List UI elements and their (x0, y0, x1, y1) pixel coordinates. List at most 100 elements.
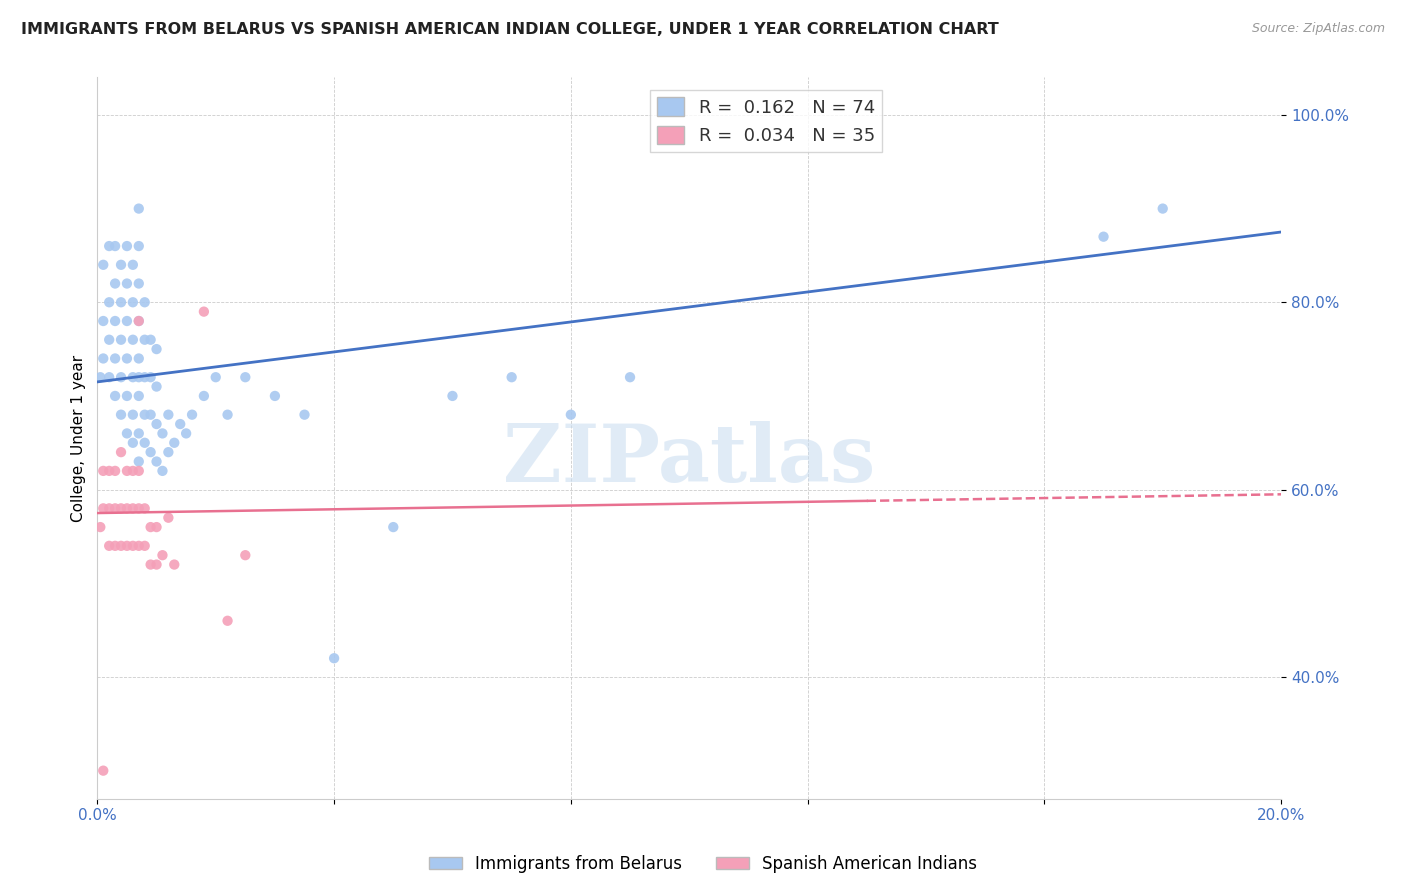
Point (128, 389, 150, 403)
Point (163, 435, 186, 450)
Point (134, 435, 156, 450)
Point (264, 389, 287, 403)
Point (128, 277, 150, 291)
Point (104, 277, 127, 291)
Point (233, 370, 256, 384)
Point (217, 614, 239, 628)
Point (110, 370, 132, 384)
Point (145, 379, 167, 393)
Point (91, 258, 114, 272)
Point (134, 295, 156, 310)
Point (560, 408, 582, 422)
Point (98, 295, 121, 310)
Point (134, 333, 156, 347)
Point (98, 370, 121, 384)
Text: Source: ZipAtlas.com: Source: ZipAtlas.com (1251, 22, 1385, 36)
Point (152, 464, 174, 478)
Point (104, 239, 127, 253)
Point (128, 464, 150, 478)
Point (98, 239, 121, 253)
Point (121, 539, 143, 553)
Point (145, 558, 167, 572)
Point (115, 351, 138, 366)
Point (193, 304, 215, 318)
Point (128, 239, 150, 253)
Point (323, 651, 346, 665)
Point (204, 370, 226, 384)
Point (139, 333, 162, 347)
Point (139, 408, 162, 422)
Point (134, 370, 156, 384)
Point (91, 351, 114, 366)
Point (110, 501, 132, 516)
Point (128, 314, 150, 328)
Point (145, 520, 167, 534)
Point (115, 277, 138, 291)
Point (128, 351, 150, 366)
Point (91, 764, 114, 778)
Point (217, 408, 239, 422)
Point (110, 295, 132, 310)
Legend: R =  0.162   N = 74, R =  0.034   N = 35: R = 0.162 N = 74, R = 0.034 N = 35 (650, 90, 883, 153)
Point (121, 435, 143, 450)
Y-axis label: College, Under 1 year: College, Under 1 year (72, 354, 86, 522)
Point (145, 342, 167, 356)
Point (104, 539, 127, 553)
Point (115, 501, 138, 516)
Point (157, 408, 180, 422)
Point (104, 464, 127, 478)
Point (139, 370, 162, 384)
Point (104, 501, 127, 516)
Point (157, 510, 180, 524)
Point (98, 464, 121, 478)
Point (104, 314, 127, 328)
Point (163, 558, 186, 572)
Point (174, 426, 197, 441)
Point (110, 539, 132, 553)
Point (91, 464, 114, 478)
Point (121, 408, 143, 422)
Point (121, 501, 143, 516)
Point (441, 389, 464, 403)
Point (91, 501, 114, 516)
Point (104, 389, 127, 403)
Point (115, 539, 138, 553)
Point (193, 389, 215, 403)
Point (181, 408, 204, 422)
Point (121, 370, 143, 384)
Point (98, 501, 121, 516)
Point (134, 539, 156, 553)
Point (169, 417, 191, 431)
Legend: Immigrants from Belarus, Spanish American Indians: Immigrants from Belarus, Spanish America… (422, 848, 984, 880)
Point (619, 370, 641, 384)
Point (128, 539, 150, 553)
Point (110, 258, 132, 272)
Point (121, 464, 143, 478)
Point (152, 426, 174, 441)
Text: ZIPatlas: ZIPatlas (503, 421, 876, 499)
Point (145, 454, 167, 468)
Point (128, 501, 150, 516)
Point (115, 464, 138, 478)
Point (115, 314, 138, 328)
Point (139, 558, 162, 572)
Point (157, 445, 180, 459)
Point (115, 389, 138, 403)
Point (134, 501, 156, 516)
Point (104, 351, 127, 366)
Text: IMMIGRANTS FROM BELARUS VS SPANISH AMERICAN INDIAN COLLEGE, UNDER 1 YEAR CORRELA: IMMIGRANTS FROM BELARUS VS SPANISH AMERI… (21, 22, 998, 37)
Point (145, 417, 167, 431)
Point (233, 548, 256, 562)
Point (110, 408, 132, 422)
Point (501, 370, 523, 384)
Point (128, 454, 150, 468)
Point (121, 295, 143, 310)
Point (110, 333, 132, 347)
Point (98, 333, 121, 347)
Point (121, 333, 143, 347)
Point (294, 408, 316, 422)
Point (134, 408, 156, 422)
Point (1152, 202, 1174, 216)
Point (128, 426, 150, 441)
Point (382, 520, 405, 534)
